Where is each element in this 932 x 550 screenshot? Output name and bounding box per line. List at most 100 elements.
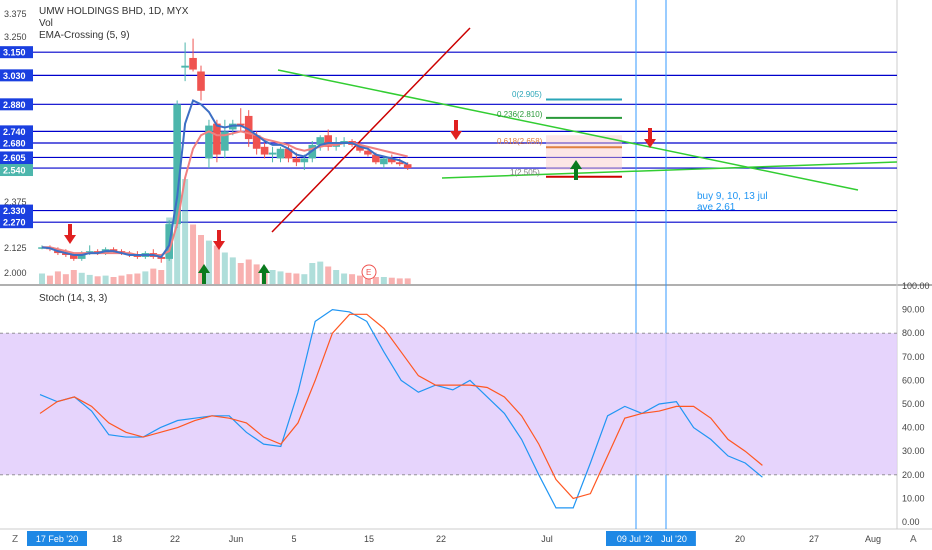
level-price-label: 2.330 (0, 204, 33, 217)
time-axis-label: 27 (809, 534, 819, 544)
volume-bar (253, 264, 260, 284)
arrow-shaft (68, 224, 72, 236)
stoch-d-line (39, 313, 763, 500)
level-label-text: 2.330 (3, 206, 26, 216)
time-axis-label: 17 Feb '20 (36, 534, 78, 544)
volume-bar (229, 257, 236, 284)
time-label-highlight (652, 531, 696, 546)
price-layer (0, 0, 898, 529)
volume-bar (39, 273, 45, 284)
level-price-label: 2.605 (0, 151, 33, 164)
candle-body (213, 123, 221, 155)
volume-bar (388, 277, 395, 284)
arrow-shaft (454, 120, 458, 132)
stoch-axis-tick: 50.00 (902, 399, 925, 409)
level-label-box (0, 164, 33, 177)
buy-signal-arrow (258, 264, 270, 284)
earnings-event-marker[interactable] (361, 264, 377, 280)
candle-body (284, 148, 293, 159)
volume-bar (333, 270, 340, 284)
volume-bar (380, 277, 387, 284)
sell-signal-arrow (213, 230, 225, 250)
candle-body (205, 125, 213, 159)
arrow-head (450, 131, 462, 140)
level-price-label: 2.880 (0, 98, 33, 111)
candle-body (364, 150, 372, 155)
candle-body (403, 164, 412, 169)
volume-bar (142, 271, 149, 284)
volume-bar (221, 252, 228, 284)
level-label-box (0, 125, 33, 138)
stoch-axis-tick: 0.00 (902, 517, 920, 527)
volume-bar (349, 274, 356, 284)
stoch-overbought-oversold-band (0, 333, 897, 475)
candle-body (324, 135, 332, 147)
volume-bar (158, 270, 165, 284)
volume-bar (396, 278, 403, 284)
sell-signal-arrow (644, 128, 656, 148)
candle-body (70, 255, 78, 259)
time-axis-label: 20 (735, 534, 745, 544)
buy-annotation-line2: ave 2.61 (697, 202, 736, 213)
time-axis-label: 09 Jul '20 (617, 534, 655, 544)
stoch-axis-tick: 70.00 (902, 352, 925, 362)
price-pane (0, 0, 897, 284)
level-label-box (0, 98, 33, 111)
level-label-text: 2.270 (3, 218, 26, 228)
level-label-box (0, 216, 33, 229)
candle-body (252, 135, 261, 149)
arrow-shaft (262, 272, 266, 284)
level-label-box (0, 69, 33, 82)
candle-body (244, 115, 253, 140)
fib-label-0: 0(2.905) (512, 90, 542, 99)
level-label-text: 2.880 (3, 100, 26, 110)
candle-body (260, 146, 269, 155)
earnings-event-label: E (366, 268, 371, 277)
volume-bar (357, 275, 363, 284)
timezone-icon[interactable]: Z (12, 534, 18, 545)
level-label-box (0, 151, 33, 164)
stoch-legend: Stoch (14, 3, 3) (39, 293, 107, 304)
volume-bar (237, 263, 244, 284)
price-axis-tick: 3.250 (4, 32, 27, 42)
stoch-axis-tick: 10.00 (902, 493, 925, 503)
level-label-box (0, 204, 33, 217)
time-label-highlight (27, 531, 87, 546)
level-label-text: 2.680 (3, 138, 26, 148)
time-axis-label: Aug (865, 534, 881, 544)
auto-scale-button[interactable]: A (910, 534, 917, 545)
time-axis-label: 5 (291, 534, 296, 544)
symbol-title: UMW HOLDINGS BHD, 1D, MYX (39, 6, 189, 17)
candle-body (388, 158, 396, 163)
stoch-axis-tick: 30.00 (902, 446, 925, 456)
fib-label-618: 0.618(2.658) (497, 137, 543, 146)
arrow-shaft (574, 168, 578, 180)
volume-bar (341, 273, 348, 284)
price-axis-tick: 2.000 (4, 268, 27, 278)
time-axis-label: 22 (436, 534, 446, 544)
level-label-text: 2.740 (3, 127, 26, 137)
volume-bar (293, 273, 300, 284)
axes-layer: 3.375 3.250 2.375 2.125 2.000 3.150 3.030 2.880… (0, 9, 930, 546)
current-price-label: 2.540 (0, 164, 33, 177)
volume-bar (70, 270, 77, 284)
fib-label-1: 1(2.505) (510, 168, 540, 177)
fib-label-236: 0.236(2.810) (497, 110, 543, 119)
volume-bar (285, 272, 292, 284)
volume-bar (404, 278, 411, 284)
buy-annotation-line1: buy 9, 10, 13 jul (697, 191, 768, 202)
time-axis-label: 15 (364, 534, 374, 544)
candle-body (316, 137, 325, 145)
candle-body (292, 158, 301, 163)
arrow-head (198, 264, 210, 273)
candle-body (197, 71, 205, 91)
candle-body (300, 158, 309, 163)
volume-bar (102, 275, 109, 284)
time-axis-label: 18 (112, 534, 122, 544)
sell-signal-arrow (450, 120, 462, 140)
buy-signal-arrow (198, 264, 210, 284)
candle-body (395, 162, 404, 165)
volume-bar (78, 272, 85, 284)
arrow-head (213, 241, 225, 250)
